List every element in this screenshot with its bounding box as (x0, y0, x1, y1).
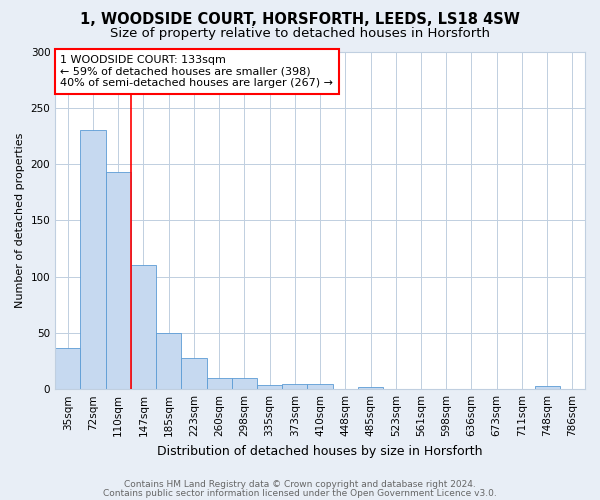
Text: Contains HM Land Registry data © Crown copyright and database right 2024.: Contains HM Land Registry data © Crown c… (124, 480, 476, 489)
Bar (232, 378, 257, 389)
Bar (535, 386, 560, 389)
Bar (106, 172, 131, 389)
Text: Size of property relative to detached houses in Horsforth: Size of property relative to detached ho… (110, 28, 490, 40)
Bar (55, 348, 80, 389)
Bar (358, 387, 383, 389)
Text: 1 WOODSIDE COURT: 133sqm
← 59% of detached houses are smaller (398)
40% of semi-: 1 WOODSIDE COURT: 133sqm ← 59% of detach… (61, 55, 334, 88)
Y-axis label: Number of detached properties: Number of detached properties (15, 132, 25, 308)
Bar (131, 266, 156, 389)
Bar (206, 378, 232, 389)
Bar (257, 384, 282, 389)
Bar (156, 333, 181, 389)
Bar (307, 384, 332, 389)
Text: Contains public sector information licensed under the Open Government Licence v3: Contains public sector information licen… (103, 488, 497, 498)
Text: 1, WOODSIDE COURT, HORSFORTH, LEEDS, LS18 4SW: 1, WOODSIDE COURT, HORSFORTH, LEEDS, LS1… (80, 12, 520, 28)
Bar (80, 130, 106, 389)
X-axis label: Distribution of detached houses by size in Horsforth: Distribution of detached houses by size … (157, 444, 483, 458)
Bar (181, 358, 206, 389)
Bar (282, 384, 307, 389)
